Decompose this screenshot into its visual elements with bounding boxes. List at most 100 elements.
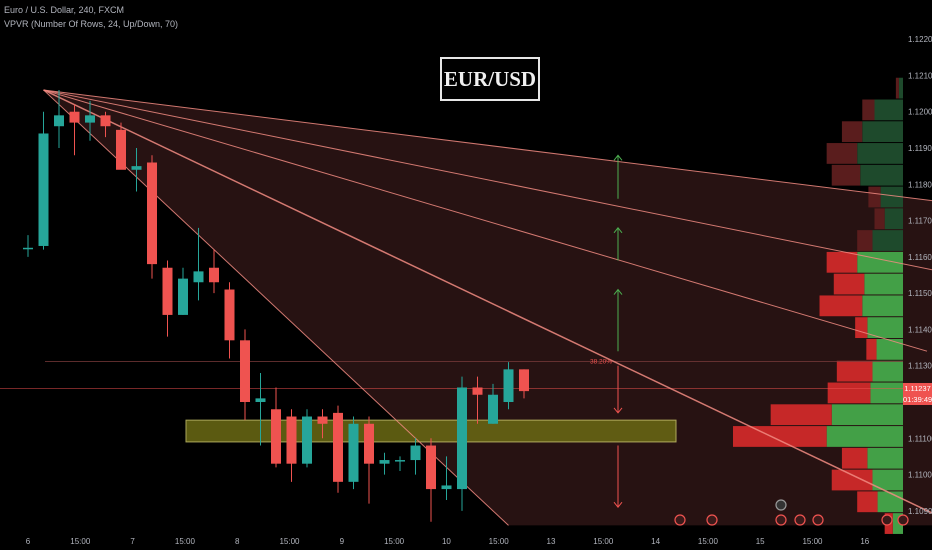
candle-body xyxy=(224,289,235,341)
event-marker-icon xyxy=(775,514,787,526)
volume-row-down xyxy=(866,339,877,360)
fan-line xyxy=(43,89,932,271)
candle-body xyxy=(519,369,529,392)
volume-row-up xyxy=(857,143,903,164)
y-tick-label: 1.11800 xyxy=(908,180,932,189)
symbol-line[interactable]: Euro / U.S. Dollar, 240, FXCM xyxy=(4,5,125,15)
projection-arrows xyxy=(613,154,623,509)
candle-body xyxy=(364,423,374,464)
volume-row-up xyxy=(867,447,903,469)
candle-body xyxy=(255,398,266,402)
x-tick-label: 10 xyxy=(442,537,451,546)
time-axis[interactable]: 6 15:00 7 15:00 8 15:00 9 15:00 10 15:00 13 15:00 14… xyxy=(26,537,870,546)
volume-row-down xyxy=(836,360,873,382)
candle-body xyxy=(85,115,95,123)
volume-profile xyxy=(733,77,903,534)
volume-row-down xyxy=(770,404,832,426)
indicator-line[interactable]: VPVR (Number Of Rows, 24, Up/Down, 70) xyxy=(4,19,179,29)
x-tick-label: 7 xyxy=(130,537,135,546)
fan-line xyxy=(43,89,932,514)
volume-row-up xyxy=(877,491,903,513)
y-tick-label: 1.12200 xyxy=(908,35,932,44)
arrow-up-head xyxy=(613,154,623,161)
fan-line xyxy=(43,89,932,202)
arrow-up-head xyxy=(613,288,623,295)
volume-row-up xyxy=(880,186,903,208)
candle-body xyxy=(178,278,188,315)
x-tick-label: 15:00 xyxy=(175,537,196,546)
event-marker-icon xyxy=(706,514,718,526)
x-tick-label: 15:00 xyxy=(384,537,405,546)
candles xyxy=(23,89,529,522)
candle-body xyxy=(240,340,250,402)
event-marker-icon xyxy=(674,514,686,526)
volume-row-down xyxy=(857,491,878,513)
y-tick-label: 1.11500 xyxy=(908,289,932,298)
x-tick-label: 9 xyxy=(340,537,345,546)
volume-row-down xyxy=(733,426,827,447)
candle-body xyxy=(302,416,312,464)
volume-row-up xyxy=(862,295,903,317)
y-tick-label: 1.11600 xyxy=(908,253,932,262)
volume-row-up xyxy=(864,273,903,295)
candle-body xyxy=(441,485,452,490)
volume-row-down xyxy=(895,77,899,99)
x-tick-label: 15:00 xyxy=(698,537,719,546)
x-tick-label: 15:00 xyxy=(802,537,823,546)
event-marker-icon xyxy=(794,514,806,526)
volume-row-down xyxy=(862,99,875,121)
candle-body xyxy=(348,423,359,482)
fan-line xyxy=(43,89,928,352)
volume-row-up xyxy=(860,164,903,186)
volume-row-down xyxy=(841,121,863,143)
candle-body xyxy=(395,460,405,462)
event-marker-icon xyxy=(812,514,824,526)
volume-row-up xyxy=(872,230,903,251)
candle-body xyxy=(503,369,514,402)
volume-row-up xyxy=(874,99,903,121)
countdown-value: 01:39:49 xyxy=(903,394,932,404)
candle-body xyxy=(131,166,142,170)
volume-row-down xyxy=(841,447,868,469)
x-tick-label: 15:00 xyxy=(279,537,300,546)
x-tick-label: 14 xyxy=(651,537,660,546)
x-tick-label: 15 xyxy=(756,537,765,546)
volume-row-down xyxy=(826,143,858,164)
volume-row-up xyxy=(872,360,903,382)
event-markers xyxy=(674,499,909,526)
candle-body xyxy=(317,416,328,424)
y-tick-label: 1.12100 xyxy=(908,71,932,80)
candle-body xyxy=(23,247,33,250)
arrow-up-head xyxy=(613,227,623,234)
candle-body xyxy=(426,445,436,490)
volume-row-down xyxy=(826,251,858,273)
candle-body xyxy=(162,267,173,315)
volume-row-up xyxy=(826,426,903,447)
volume-row-down xyxy=(831,164,861,186)
candle-body xyxy=(333,412,343,482)
candle-body xyxy=(69,111,80,123)
volume-row-down xyxy=(831,469,873,491)
volume-row-down xyxy=(819,295,863,317)
fib-level-label: 38.20% xyxy=(590,358,612,365)
x-tick-label: 6 xyxy=(26,537,31,546)
fan-fill xyxy=(43,89,932,526)
candle-body xyxy=(193,271,204,283)
volume-row-up xyxy=(884,208,903,230)
y-tick-label: 1.11300 xyxy=(908,362,932,371)
current-price-tag: 1.11237 xyxy=(903,382,932,394)
volume-row-down xyxy=(827,382,871,404)
y-tick-label: 1.12000 xyxy=(908,108,932,117)
y-tick-label: 1.11000 xyxy=(908,471,932,480)
candle-body xyxy=(286,416,297,464)
chart-title-box: EUR/USD xyxy=(440,57,540,101)
candle-body xyxy=(116,129,126,170)
candle-body xyxy=(209,267,219,283)
countdown-tag: 01:39:49 xyxy=(903,393,932,405)
x-tick-label: 16 xyxy=(860,537,869,546)
arrow-down-head xyxy=(613,407,623,414)
volume-row-up xyxy=(831,404,903,426)
candle-body xyxy=(472,387,483,395)
y-tick-label: 1.11900 xyxy=(908,144,932,153)
